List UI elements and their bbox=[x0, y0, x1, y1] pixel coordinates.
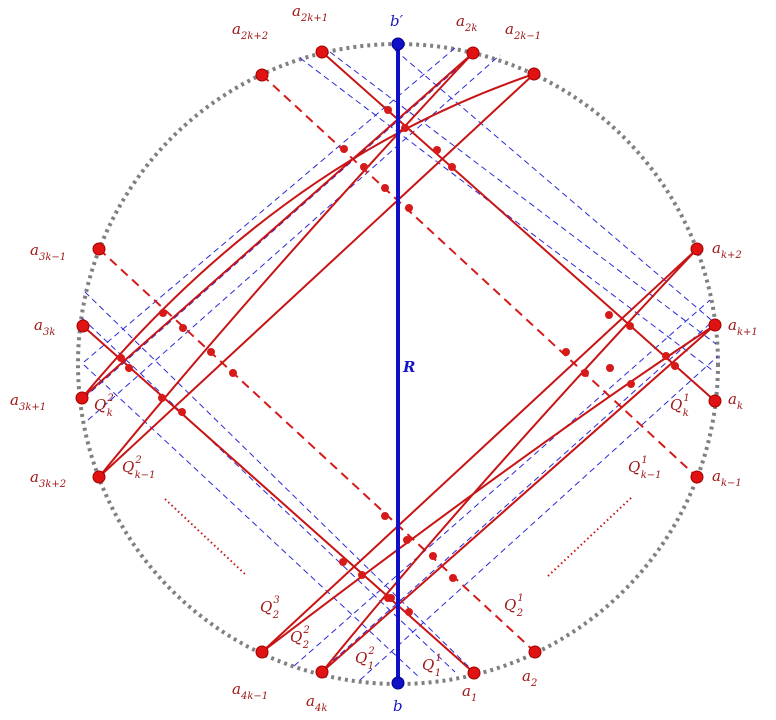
label-Q1-1: Q1 1 bbox=[422, 653, 442, 679]
vertex-ak+1 bbox=[708, 318, 722, 332]
blue-dashed-lines bbox=[81, 47, 719, 681]
ellipsis-dots bbox=[164, 496, 633, 577]
vertex-a2k-1 bbox=[527, 67, 541, 81]
label-a2k+1: a2k+1 bbox=[292, 2, 328, 24]
label-bprime: b′ bbox=[390, 12, 404, 30]
label-a1: a1 bbox=[462, 682, 477, 704]
label-Qk1: Q1 k bbox=[670, 393, 690, 419]
vertex-a4k-1 bbox=[255, 645, 269, 659]
vertex-bprime bbox=[391, 37, 405, 51]
vertex-a1 bbox=[467, 666, 481, 680]
vertex-a2 bbox=[528, 645, 542, 659]
labels: a2k+1 a2k a2k+2 a2k−1 b′ a3k−1 a3k a3k+1… bbox=[10, 2, 758, 715]
label-a4k-1: a4k−1 bbox=[232, 680, 268, 702]
label-a3k+2: a3k+2 bbox=[30, 468, 66, 490]
label-a2k-1: a2k−1 bbox=[505, 20, 541, 42]
label-ak-1: ak−1 bbox=[712, 467, 742, 489]
label-a3k+1: a3k+1 bbox=[10, 391, 46, 413]
vertex-a2k bbox=[466, 46, 480, 60]
vertex-a3k bbox=[76, 319, 90, 333]
label-Qk-1-2: Q2 k−1 bbox=[122, 455, 156, 481]
label-ak+2: ak+2 bbox=[712, 239, 742, 261]
label-Qk-1-1: Q1 k−1 bbox=[628, 455, 662, 481]
label-Q1-2: Q2 1 bbox=[355, 646, 375, 672]
label-a2k: a2k bbox=[456, 12, 477, 34]
label-Q2-2: Q2 2 bbox=[290, 625, 310, 651]
label-a2: a2 bbox=[522, 667, 537, 689]
vertex-ak-1 bbox=[690, 470, 704, 484]
label-ak+1: ak+1 bbox=[728, 316, 758, 338]
vertex-ak+2 bbox=[690, 242, 704, 256]
label-b: b bbox=[393, 697, 403, 715]
red-dashed-lines bbox=[98, 74, 698, 653]
label-ak: ak bbox=[728, 390, 743, 412]
vertex-a3k-1 bbox=[92, 242, 106, 256]
vertex-a3k+1 bbox=[75, 391, 89, 405]
vertex-a3k+2 bbox=[92, 470, 106, 484]
label-a3k-1: a3k−1 bbox=[30, 241, 66, 263]
label-Q2-1: Q1 2 bbox=[504, 593, 524, 619]
intersection-dots bbox=[117, 106, 679, 616]
vertex-b bbox=[391, 676, 405, 690]
vertices bbox=[75, 45, 722, 680]
vertex-a4k bbox=[315, 665, 329, 679]
label-Qk2: Q2 k bbox=[94, 393, 114, 419]
vertex-a2k+2 bbox=[255, 68, 269, 82]
vertex-ak bbox=[708, 394, 722, 408]
label-Q2-3: Q3 2 bbox=[260, 595, 280, 621]
vertex-a2k+1 bbox=[315, 45, 329, 59]
label-a3k: a3k bbox=[34, 316, 55, 338]
label-R: R bbox=[402, 358, 415, 376]
label-a2k+2: a2k+2 bbox=[232, 20, 268, 42]
label-a4k: a4k bbox=[306, 692, 327, 714]
